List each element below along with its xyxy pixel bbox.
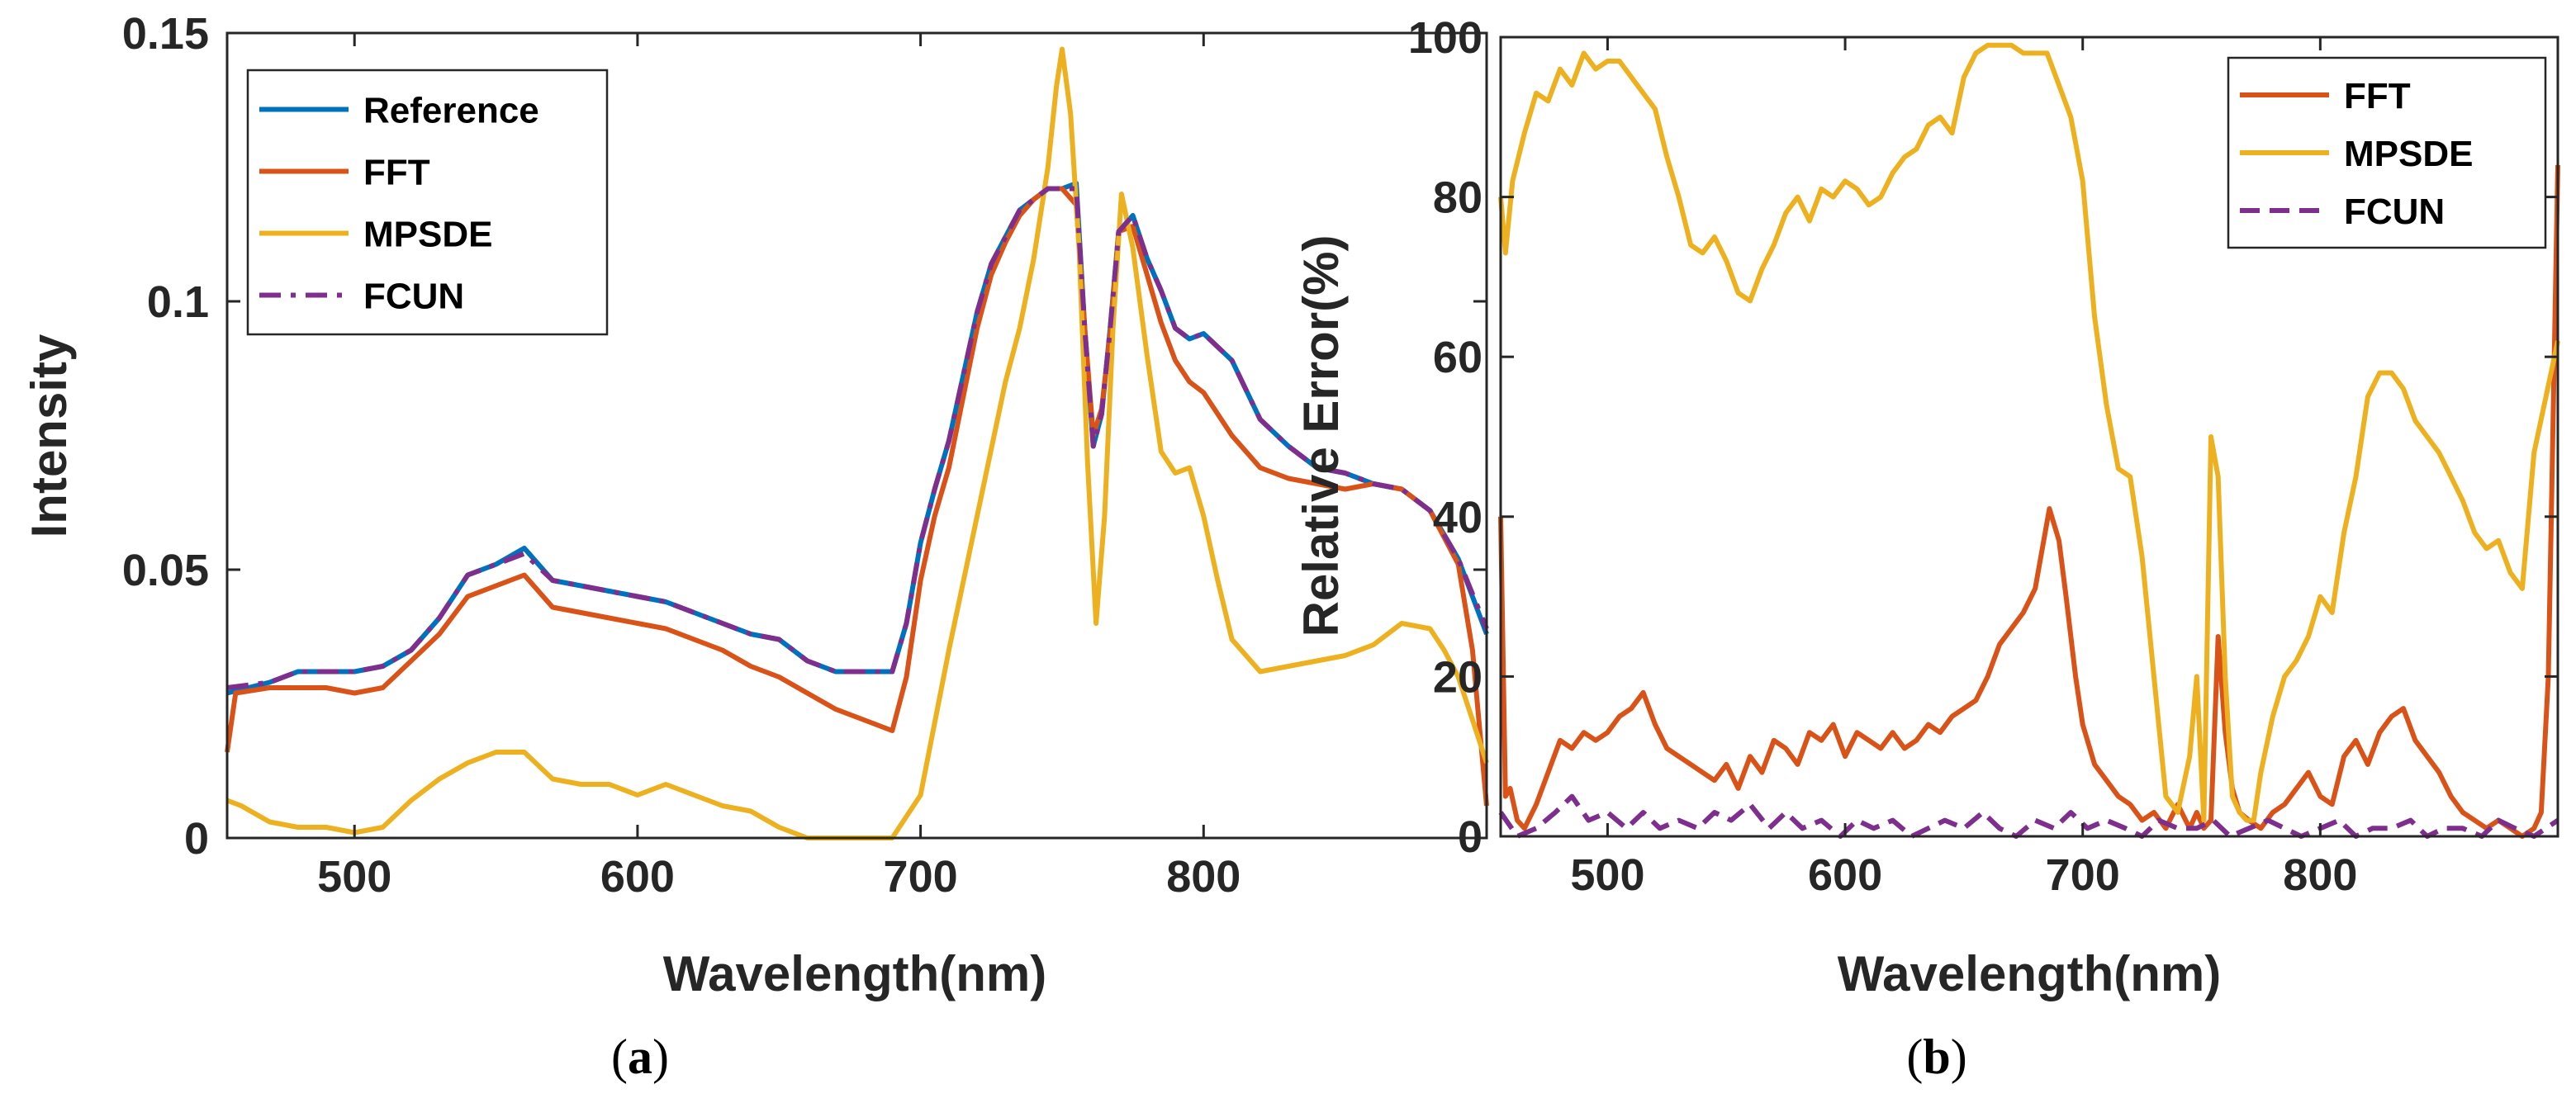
y-tick-label: 100 [1408, 13, 1483, 63]
y-axis-label: Intensity [21, 334, 77, 537]
series-line-fft [225, 186, 1489, 807]
x-axis-label: Wavelength(nm) [663, 946, 1046, 1001]
y-tick-label: 0 [1458, 812, 1483, 862]
series-line-fft [1498, 164, 2560, 839]
y-tick-label: 20 [1433, 652, 1483, 702]
panel-a-caption: (a) [611, 1030, 669, 1084]
x-tick-label: 800 [2283, 850, 2357, 900]
legend-label-fft: FFT [2344, 76, 2411, 116]
legend-label-fcun: FCUN [2344, 192, 2445, 232]
legend-label-mpsde: MPSDE [363, 215, 492, 255]
x-tick-label: 700 [2046, 850, 2120, 900]
legend-label-reference: Reference [363, 91, 539, 131]
y-tick-label: 0.15 [122, 9, 209, 59]
panel-b-caption: (b) [1906, 1030, 1966, 1084]
tick-group: 500 600 700 800 0 20 40 60 80 100 [1408, 13, 2558, 900]
x-axis-label: Wavelength(nm) [1838, 946, 2221, 1001]
x-tick-label: 700 [884, 852, 958, 902]
legend: Reference FFT MPSDE FCUN [246, 69, 609, 336]
x-tick-label: 500 [1570, 850, 1644, 900]
series-group [225, 46, 1489, 840]
series-line-mpsde [225, 46, 1489, 840]
y-tick-label: 0.05 [122, 546, 209, 595]
y-tick-label: 80 [1433, 173, 1483, 223]
legend: FFT MPSDE FCUN [2227, 56, 2547, 249]
axes-frame [1499, 36, 2559, 838]
y-tick-label: 0 [184, 814, 209, 864]
axes-frame [225, 31, 1488, 840]
x-tick-label: 600 [600, 852, 675, 902]
legend-label-fft: FFT [363, 153, 430, 193]
y-axis-label: Relative Error(%) [1293, 235, 1349, 637]
y-tick-label: 60 [1433, 333, 1483, 382]
series-group [1498, 42, 2560, 839]
legend-label-mpsde: MPSDE [2344, 134, 2473, 174]
series-line-mpsde [1498, 42, 2560, 823]
legend-label-fcun: FCUN [363, 277, 464, 317]
y-tick-label: 0.1 [147, 277, 209, 327]
y-tick-label: 40 [1433, 493, 1483, 542]
x-tick-label: 800 [1166, 852, 1241, 902]
legend-box [246, 69, 609, 336]
x-tick-label: 500 [317, 852, 391, 902]
series-line-fcun [1498, 793, 2559, 839]
x-tick-label: 600 [1808, 850, 1882, 900]
series-line-fcun [226, 186, 1489, 690]
